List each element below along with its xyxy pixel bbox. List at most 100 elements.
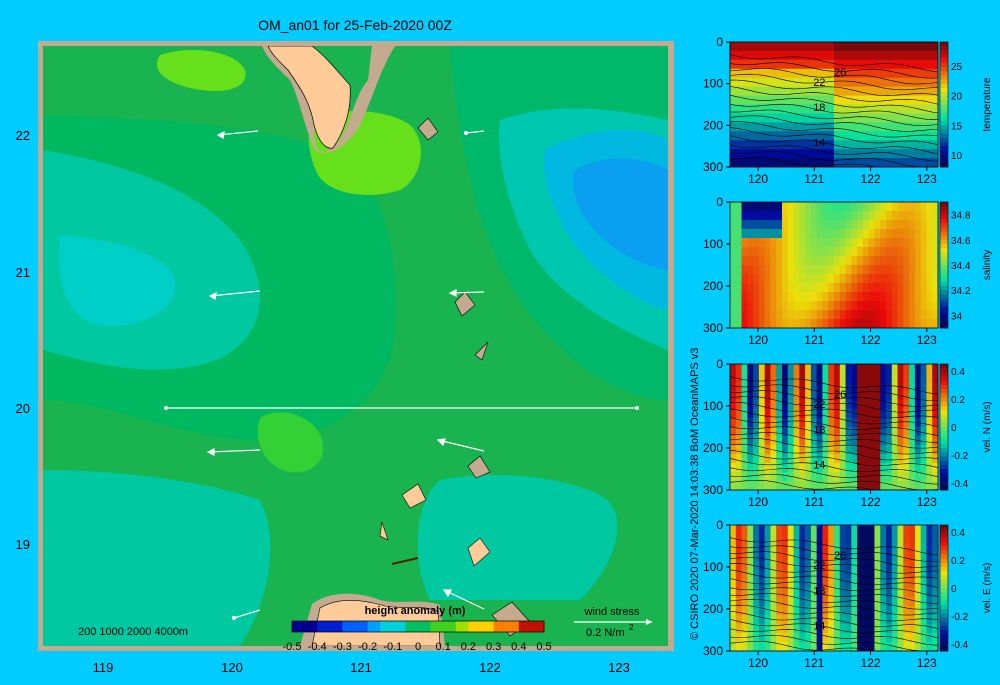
section-cell xyxy=(845,95,852,105)
section-cell xyxy=(810,543,818,553)
section-cell xyxy=(805,463,812,473)
section-cell xyxy=(891,391,898,401)
section-cell xyxy=(839,373,846,383)
section-cell xyxy=(753,382,760,392)
section-cell xyxy=(932,140,938,150)
section-cell xyxy=(920,552,927,562)
section-cell xyxy=(839,454,846,464)
section-colorbar-segment xyxy=(940,588,948,593)
section-cell xyxy=(851,400,858,410)
section-colorbar-segment xyxy=(940,380,948,386)
section-cell xyxy=(810,274,818,284)
section-cell xyxy=(891,409,898,419)
section-cell xyxy=(810,418,818,428)
section-cell xyxy=(851,624,858,634)
section-cell xyxy=(903,373,910,383)
section-cell xyxy=(891,463,898,473)
section-cell xyxy=(816,122,823,132)
section-cell xyxy=(891,220,898,230)
section-cell xyxy=(897,606,904,616)
section-colorbar-segment xyxy=(940,158,948,164)
section-cell xyxy=(799,382,806,392)
section-cell xyxy=(782,570,789,580)
section-cell xyxy=(764,391,771,401)
section-cell xyxy=(828,373,835,383)
section-cell xyxy=(909,140,916,150)
section-cell xyxy=(834,140,841,150)
section-cell xyxy=(758,310,766,320)
section-cell xyxy=(891,131,898,141)
map-region-east-min xyxy=(573,158,668,270)
section-colorbar-border xyxy=(939,201,949,329)
section-cell xyxy=(845,552,852,562)
section-cell xyxy=(932,561,938,571)
section-cell xyxy=(787,579,794,589)
section-cell xyxy=(926,59,933,70)
section-cell xyxy=(741,427,748,437)
section-cell xyxy=(845,579,852,589)
section-cell xyxy=(758,202,766,212)
section-cell xyxy=(799,247,806,257)
section-colorbar-segment xyxy=(940,206,948,211)
section-cell xyxy=(926,301,933,311)
section-cell xyxy=(764,436,771,446)
section-cell xyxy=(758,463,766,473)
section-cell xyxy=(828,122,835,132)
section-colorbar-segment xyxy=(940,248,948,253)
section-cell xyxy=(816,445,823,455)
section-cell xyxy=(782,633,789,643)
section-colorbar-tick: 0 xyxy=(951,584,957,595)
map-island-6 xyxy=(379,521,389,541)
section-cell xyxy=(735,561,742,571)
section-cell xyxy=(793,86,800,96)
section-cell xyxy=(782,211,789,221)
section-cell xyxy=(793,220,800,230)
section-cell xyxy=(909,42,916,52)
section-cell xyxy=(932,624,938,634)
section-cell xyxy=(741,140,748,150)
section-cell xyxy=(799,122,806,132)
section-cell xyxy=(782,59,789,70)
section-cell xyxy=(787,463,794,473)
section-cell xyxy=(828,579,835,589)
section-cell xyxy=(764,409,771,419)
section-cell xyxy=(862,158,870,167)
section-cell xyxy=(822,77,829,88)
section-cell xyxy=(834,561,841,571)
section-cell xyxy=(787,122,794,132)
section-cell xyxy=(822,481,829,490)
section-cell xyxy=(891,436,898,446)
section-cell xyxy=(753,238,760,248)
section-cell xyxy=(805,615,812,625)
section-cell xyxy=(787,220,794,230)
section-cell xyxy=(782,463,789,473)
section-cell xyxy=(862,400,870,410)
section-cell xyxy=(857,283,864,293)
section-cell xyxy=(828,597,835,607)
section-cell xyxy=(891,202,898,212)
section-cell xyxy=(891,382,898,392)
section-cell xyxy=(880,606,887,616)
section-cell xyxy=(747,606,754,616)
section-cell xyxy=(810,615,818,625)
section-cell xyxy=(793,149,800,159)
section-cell xyxy=(891,418,898,428)
section-cell xyxy=(741,131,748,141)
section-cell xyxy=(932,113,938,123)
section-cell xyxy=(868,95,875,105)
section-cell xyxy=(747,427,754,437)
section-cell xyxy=(770,463,777,473)
colorbar-tick: -0.4 xyxy=(308,641,327,653)
section-cell xyxy=(730,606,737,616)
section-cell xyxy=(874,292,881,302)
section-cell xyxy=(810,310,818,320)
section-cell xyxy=(747,140,754,150)
section-cell xyxy=(828,570,835,580)
section-cell xyxy=(932,301,938,311)
section-cell xyxy=(857,391,864,401)
section-cell xyxy=(735,220,742,230)
section-cell xyxy=(874,77,881,88)
section-cell xyxy=(816,534,823,544)
section-cell xyxy=(868,149,875,159)
section-cell xyxy=(857,445,864,455)
